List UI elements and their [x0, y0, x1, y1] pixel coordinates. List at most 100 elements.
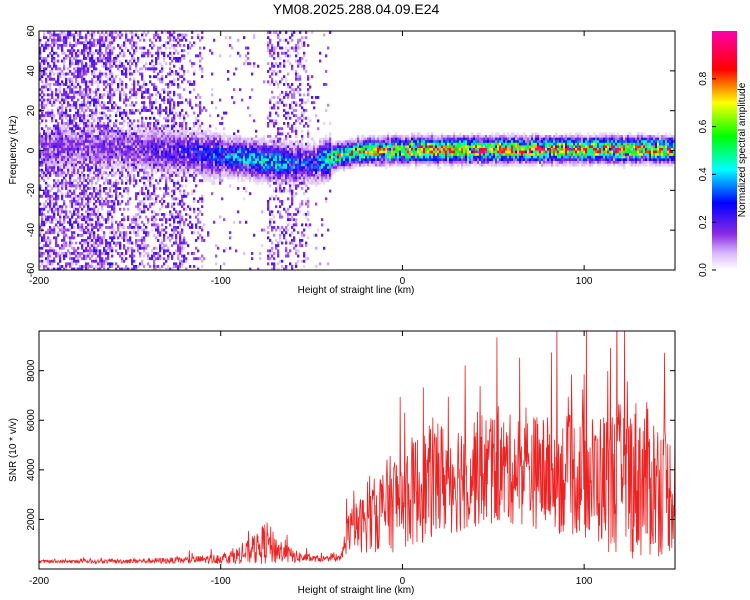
- spectrogram-cell: [201, 174, 204, 177]
- spectrogram-cell: [95, 174, 98, 177]
- spectrogram-cell: [47, 254, 50, 258]
- spectrogram-cell: [65, 33, 68, 37]
- spectrogram-cell: [43, 36, 46, 40]
- spectrogram-cell: [127, 135, 130, 138]
- spectrogram-cell: [219, 176, 222, 180]
- spectrogram-cell: [169, 145, 172, 149]
- spectrogram-cell: [179, 85, 182, 89]
- spectrogram-cell: [193, 257, 196, 261]
- spectrogram-cell: [237, 155, 240, 159]
- spectrogram-cell: [107, 158, 110, 162]
- spectrogram-cell: [125, 158, 128, 162]
- spectrogram-cell: [145, 246, 148, 250]
- spectrogram-cell: [147, 252, 150, 255]
- spectrogram-cell: [211, 192, 214, 196]
- spectrogram-cell: [63, 153, 66, 157]
- spectrogram-cell: [65, 77, 68, 81]
- spectrogram-cell: [105, 239, 108, 242]
- spectrogram-cell: [41, 49, 44, 53]
- spectrogram-cell: [113, 189, 116, 193]
- spectrogram-cell: [193, 168, 196, 172]
- spectrogram-cell: [143, 166, 146, 170]
- spectrogram-cell: [59, 101, 62, 105]
- spectrogram-cell: [53, 163, 56, 167]
- spectrogram-cell: [177, 150, 180, 154]
- spectrogram-cell: [199, 67, 202, 71]
- spectrogram-cell: [215, 155, 218, 159]
- spectrogram-cell: [237, 135, 240, 138]
- spectrogram-cell: [109, 145, 112, 149]
- spectrogram-cell: [97, 98, 100, 102]
- spectrogram-cell: [65, 111, 68, 115]
- spectrogram-cell: [59, 83, 62, 86]
- spectrogram-cell: [91, 80, 94, 84]
- spectrogram-cell: [187, 158, 190, 162]
- spectrogram-cell: [61, 140, 64, 144]
- spectrogram-cell: [101, 176, 104, 180]
- spectrogram-cell: [111, 226, 114, 229]
- spectrogram-cell: [155, 194, 158, 198]
- spectrogram-cell: [199, 96, 202, 99]
- spectrogram-cell: [111, 83, 114, 86]
- spectrogram-cell: [137, 135, 140, 138]
- spectrogram-cell: [53, 77, 56, 81]
- spectrogram-cell: [177, 85, 180, 89]
- spectrogram-cell: [159, 163, 162, 167]
- spectrogram-cell: [105, 59, 108, 63]
- spectrogram-cell: [259, 171, 262, 175]
- spectrogram-cell: [193, 158, 196, 162]
- spectrogram-cell: [199, 171, 202, 175]
- spectrogram-cell: [99, 158, 102, 162]
- spectrogram-cell: [125, 155, 128, 159]
- spectrogram-cell: [45, 215, 48, 219]
- spectrogram-cell: [215, 166, 218, 170]
- spectrogram-cell: [151, 111, 154, 115]
- spectrogram-cell: [125, 137, 128, 141]
- spectrogram-cell: [161, 145, 164, 149]
- spectrogram-cell: [55, 93, 58, 97]
- spectrogram-cell: [135, 192, 138, 196]
- spectrogram-cell: [49, 135, 52, 138]
- spectrogram-cell: [227, 77, 230, 81]
- spectrogram-cell: [101, 145, 104, 149]
- spectrogram-cell: [161, 129, 164, 133]
- spectrogram-cell: [129, 236, 132, 240]
- spectrogram-cell: [93, 59, 96, 63]
- spectrogram-cell: [125, 239, 128, 242]
- spectrogram-cell: [67, 31, 70, 34]
- spectrogram-cell: [133, 231, 136, 235]
- spectrogram-cell: [255, 153, 258, 157]
- spectrogram-cell: [91, 140, 94, 144]
- spectrogram-cell: [55, 184, 58, 188]
- spectrogram-cell: [147, 96, 150, 99]
- spectrogram-cell: [255, 161, 258, 164]
- spectrogram-cell: [43, 158, 46, 162]
- spectrogram-cell: [133, 249, 136, 253]
- spectrogram-cell: [185, 158, 188, 162]
- spectrogram-cell: [211, 166, 214, 170]
- spectrogram-cell: [95, 38, 98, 42]
- spectrogram-cell: [243, 140, 246, 144]
- spectrogram-cell: [63, 64, 66, 68]
- spectrogram-cell: [65, 127, 68, 131]
- spectrogram-cell: [39, 62, 42, 66]
- spectrogram-cell: [141, 36, 144, 40]
- spectrogram-cell: [61, 148, 64, 151]
- spectrogram-cell: [187, 127, 190, 131]
- spectrogram-cell: [87, 166, 90, 170]
- spectrogram-cell: [95, 187, 98, 190]
- spectrogram-cell: [129, 239, 132, 242]
- spectrogram-cell: [205, 142, 208, 146]
- spectrogram-cell: [145, 244, 148, 248]
- spectrogram-cell: [237, 187, 240, 190]
- spectrogram-cell: [203, 166, 206, 170]
- spectrogram-cell: [199, 148, 202, 151]
- spectrogram-cell: [173, 241, 176, 245]
- spectrogram-cell: [153, 262, 156, 266]
- spectrogram-cell: [153, 142, 156, 146]
- spectrogram-cell: [101, 64, 104, 68]
- spectrogram-cell: [95, 98, 98, 102]
- spectrogram-cell: [63, 246, 66, 250]
- spectrogram-cell: [91, 33, 94, 37]
- spectrogram-cell: [135, 46, 138, 50]
